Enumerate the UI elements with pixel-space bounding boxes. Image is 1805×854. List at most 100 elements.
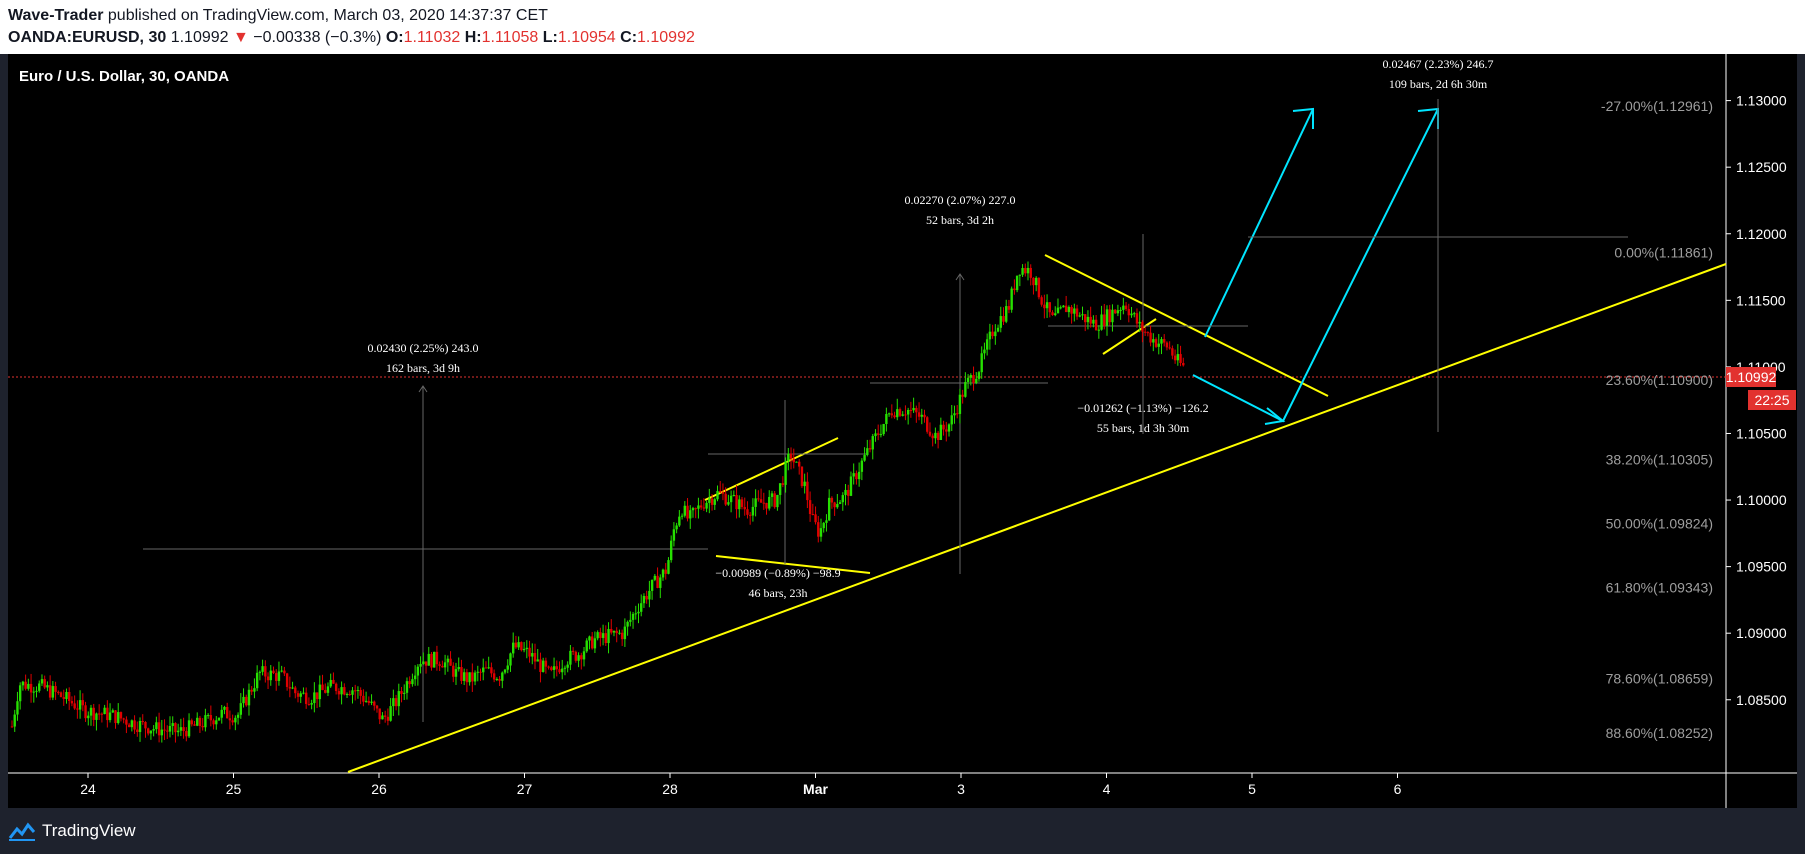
chart-area[interactable]: Euro / U.S. Dollar, 30, OANDA bbox=[8, 54, 1797, 808]
candle-body bbox=[607, 628, 610, 644]
candle-body bbox=[871, 436, 874, 450]
candle-body bbox=[1040, 297, 1043, 305]
candle-body bbox=[1048, 302, 1052, 313]
price-axis[interactable]: 1.130001.125001.120001.115001.110001.105… bbox=[1726, 93, 1787, 708]
arrowhead-2 bbox=[1417, 107, 1439, 129]
candle-body bbox=[765, 502, 768, 509]
candle-body bbox=[59, 692, 63, 697]
candle-body bbox=[667, 560, 670, 574]
fib-level-label: 38.20%(1.10305) bbox=[1606, 451, 1713, 467]
candle-body bbox=[964, 381, 967, 397]
candle-body bbox=[757, 498, 760, 500]
candle-body bbox=[585, 640, 588, 652]
candle-body bbox=[844, 489, 847, 496]
candle-body bbox=[405, 681, 409, 693]
candle-body bbox=[149, 730, 153, 734]
candle-body bbox=[1062, 305, 1065, 308]
measurement-tools[interactable] bbox=[143, 99, 1628, 722]
candle-body bbox=[479, 671, 482, 673]
candle-body bbox=[449, 658, 452, 666]
candle-body bbox=[650, 579, 654, 591]
candle-body bbox=[825, 520, 828, 523]
candle-body bbox=[345, 693, 349, 695]
arrowhead-3 bbox=[1264, 407, 1286, 425]
candle-body bbox=[909, 410, 913, 412]
candle-body bbox=[378, 708, 381, 720]
candle-body bbox=[277, 671, 281, 681]
candle-body bbox=[152, 729, 155, 731]
last-price: 1.10992 bbox=[170, 29, 229, 46]
candle-body bbox=[642, 595, 646, 604]
author-name[interactable]: Wave-Trader bbox=[8, 7, 104, 24]
candle-body bbox=[811, 514, 815, 516]
candle-body bbox=[860, 460, 864, 472]
candle-body bbox=[275, 673, 278, 681]
x-tick-label: 3 bbox=[957, 781, 965, 797]
time-axis[interactable]: 24 25 26 27 28 Mar 3 4 5 6 bbox=[80, 773, 1402, 797]
candle-body bbox=[590, 636, 594, 649]
candle-body bbox=[571, 650, 575, 652]
high-value: 1.11058 bbox=[481, 29, 539, 46]
candle-body bbox=[577, 655, 580, 661]
projection-arrows[interactable] bbox=[1192, 107, 1439, 425]
candle-body bbox=[645, 595, 648, 600]
candle-body bbox=[969, 375, 973, 378]
candle-body bbox=[1081, 314, 1084, 316]
candle-body bbox=[217, 717, 221, 721]
candle-body bbox=[601, 633, 605, 638]
chart-svg[interactable]: Euro / U.S. Dollar, 30, OANDA bbox=[8, 54, 1797, 808]
candle-body bbox=[522, 648, 526, 651]
candle-body bbox=[356, 690, 360, 692]
candle-body bbox=[337, 691, 341, 695]
wedge-upper-line[interactable] bbox=[704, 437, 839, 501]
candle-body bbox=[133, 720, 136, 730]
candle-body bbox=[980, 353, 983, 373]
candle-body bbox=[40, 679, 44, 684]
candle-body bbox=[558, 669, 561, 673]
candle-body bbox=[179, 727, 183, 731]
measurement-duration: 109 bars, 2d 6h 30m bbox=[1389, 77, 1488, 91]
candle-body bbox=[215, 720, 218, 725]
candle-body bbox=[890, 413, 894, 416]
candle-body bbox=[212, 720, 215, 725]
candle-body bbox=[879, 434, 883, 436]
candle-body bbox=[972, 375, 975, 383]
candle-body bbox=[206, 715, 210, 717]
candle-body bbox=[985, 339, 989, 350]
flag-lower-line[interactable] bbox=[1102, 318, 1157, 355]
candle-body bbox=[798, 461, 801, 467]
tradingview-logo-text[interactable]: TradingView bbox=[42, 821, 136, 840]
candle-body bbox=[691, 508, 695, 511]
candle-body bbox=[841, 495, 844, 503]
candle-body bbox=[146, 728, 150, 734]
candle-body bbox=[261, 666, 264, 672]
candle-body bbox=[389, 706, 392, 721]
candle-body bbox=[833, 502, 836, 508]
candle-body bbox=[852, 473, 855, 477]
candle-body bbox=[501, 672, 504, 681]
projection-path-2[interactable] bbox=[1192, 108, 1439, 423]
candle-body bbox=[634, 613, 637, 615]
candle-body bbox=[48, 685, 52, 698]
footer-bar: TradingView bbox=[0, 808, 1805, 854]
candle-body bbox=[117, 712, 120, 724]
tradingview-logo-icon[interactable] bbox=[8, 820, 36, 842]
candle-body bbox=[283, 670, 286, 674]
high-label: H: bbox=[464, 29, 482, 46]
candle-body bbox=[462, 672, 466, 681]
candlestick-series[interactable] bbox=[10, 261, 1185, 743]
candle-body bbox=[898, 409, 902, 416]
candle-body bbox=[73, 703, 76, 709]
candle-body bbox=[942, 424, 945, 430]
candle-body bbox=[54, 686, 57, 692]
measurement-value: 0.02430 (2.25%) 243.0 bbox=[368, 341, 479, 355]
candle-body bbox=[1163, 339, 1166, 343]
support-trendline[interactable] bbox=[347, 263, 1727, 773]
candle-body bbox=[247, 689, 251, 706]
wedge-lower-line[interactable] bbox=[715, 555, 871, 574]
projection-path-1[interactable] bbox=[1204, 108, 1314, 338]
candle-body bbox=[547, 666, 550, 668]
chart-title: Euro / U.S. Dollar, 30, OANDA bbox=[19, 68, 229, 85]
candle-body bbox=[354, 690, 357, 692]
candle-body bbox=[484, 667, 488, 669]
